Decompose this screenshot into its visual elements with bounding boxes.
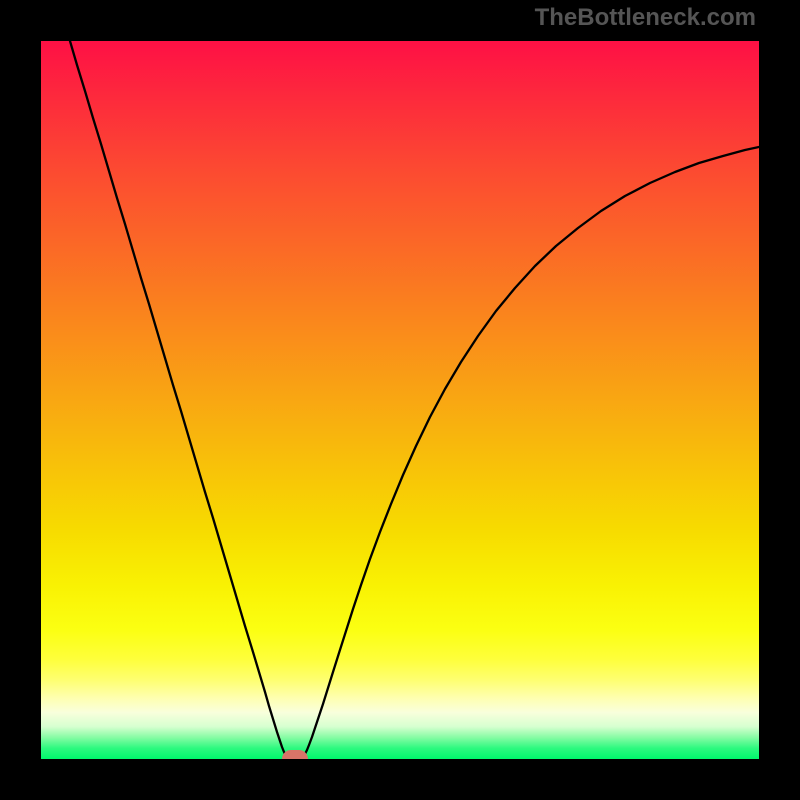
bottleneck-curve	[70, 41, 759, 759]
plot-area	[41, 41, 759, 759]
frame-border-right	[759, 0, 800, 800]
minimum-marker	[282, 750, 308, 759]
frame-border-bottom	[0, 759, 800, 800]
curve-layer	[41, 41, 759, 759]
frame-border-left	[0, 0, 41, 800]
chart-frame: TheBottleneck.com	[0, 0, 800, 800]
watermark-text: TheBottleneck.com	[535, 4, 756, 32]
